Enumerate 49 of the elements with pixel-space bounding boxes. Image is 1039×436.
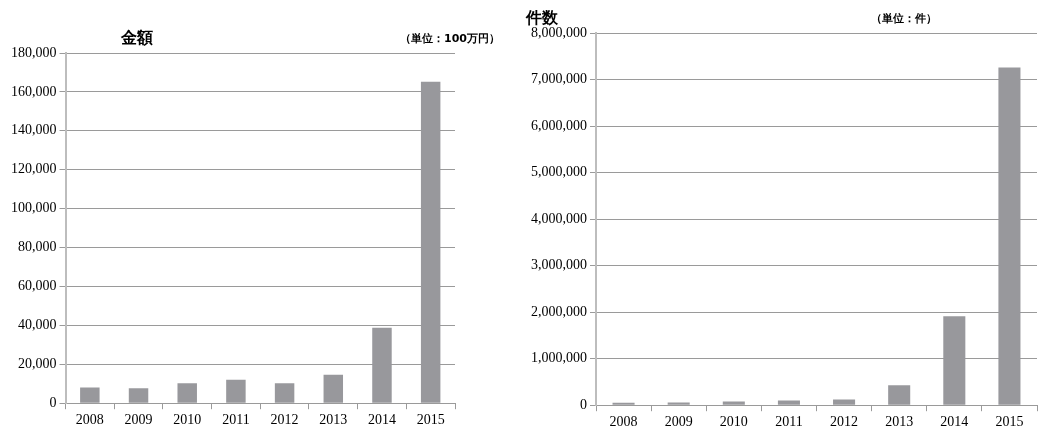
chart-title: 金額 [119,28,153,48]
bar [888,385,911,405]
x-tick-label: 2012 [270,412,299,428]
x-tick-label: 2013 [885,414,914,430]
x-tick-label: 2011 [222,412,250,428]
y-tick-label: 100,000 [11,200,57,216]
x-tick-label: 2013 [319,412,348,428]
bar [777,400,800,405]
bar [323,374,344,403]
y-tick-label: 120,000 [11,161,57,177]
x-tick-label: 2011 [775,414,803,430]
x-tick-label: 2012 [830,414,859,430]
y-tick-label: 1,000,000 [531,350,587,366]
y-tick-label: 0 [580,396,587,412]
x-tick-label: 2009 [664,414,693,430]
y-tick-label: 60,000 [18,278,57,294]
y-tick-label: 7,000,000 [531,71,587,87]
y-tick-label: 40,000 [18,317,57,333]
y-tick-label: 160,000 [11,83,57,99]
y-tick-label: 4,000,000 [531,210,587,226]
bar [128,388,149,403]
chart-title: 件数 [525,8,559,28]
bar [274,383,295,403]
y-tick-label: 140,000 [11,122,57,138]
bar [177,383,197,403]
x-tick-label: 2010 [719,414,748,430]
x-tick-label: 2010 [173,412,202,428]
y-tick-label: 6,000,000 [531,117,587,133]
bar [226,379,246,403]
x-tick-label: 2014 [367,412,396,428]
y-tick-label: 20,000 [18,355,57,371]
x-tick-label: 2008 [75,412,104,428]
y-tick-label: 0 [49,394,57,410]
y-tick-label: 5,000,000 [531,164,587,180]
x-tick-label: 2009 [124,412,153,428]
text: （単位：件） [871,12,937,26]
bar [80,387,100,403]
y-tick-label: 80,000 [18,239,57,255]
bar [722,401,745,405]
text: （単位：100万円） [400,32,500,46]
bar [667,402,690,405]
x-tick-label: 2008 [609,414,638,430]
bar [833,399,856,405]
y-tick-label: 180,000 [11,44,57,60]
x-tick-label: 2015 [416,412,445,428]
y-tick-label: 2,000,000 [531,303,587,319]
x-tick-label: 2014 [940,414,969,430]
x-tick-label: 2015 [995,414,1024,430]
y-tick-label: 3,000,000 [531,257,587,273]
